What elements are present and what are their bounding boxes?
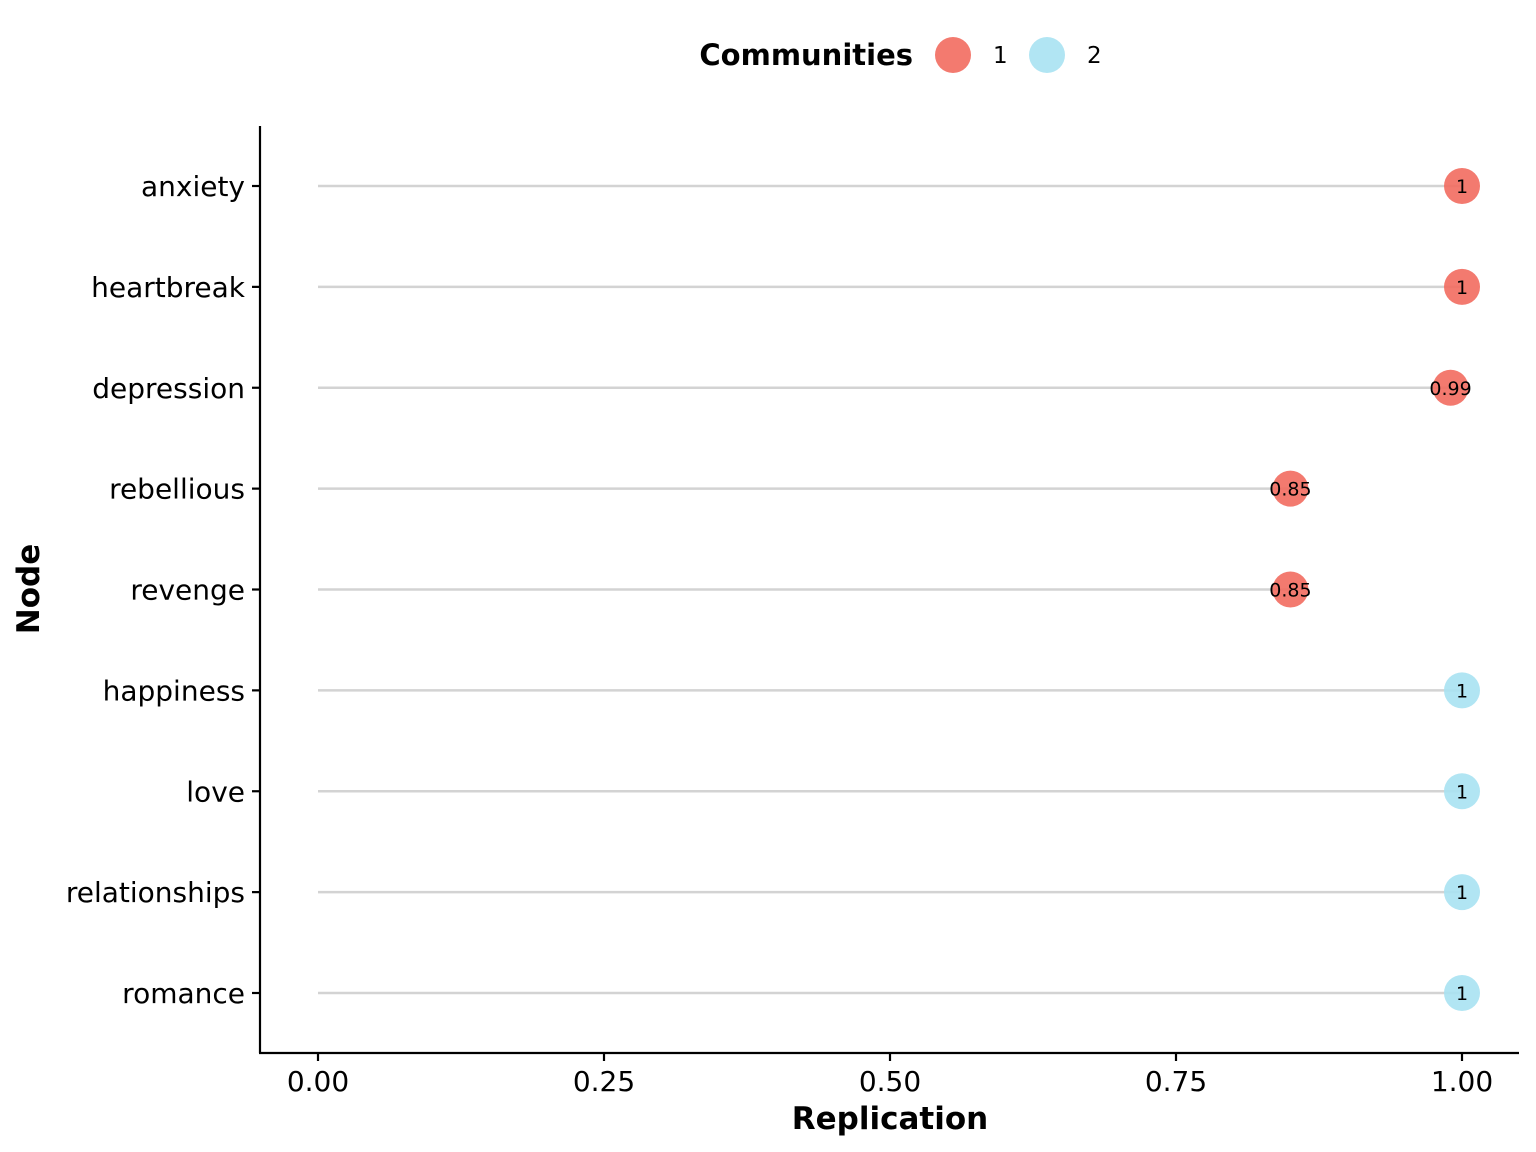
legend-label-2: 2: [1087, 43, 1102, 69]
point-depression: [1432, 369, 1469, 406]
legend-title: Communities: [699, 38, 913, 72]
y-axis: anxiety heartbreak depression rebellious rev…: [66, 126, 262, 1053]
data-label-love: 1: [1456, 781, 1468, 803]
point-rebellious: [1272, 470, 1309, 507]
x-tick-label-0: 0.00: [287, 1065, 349, 1098]
y-tick-label-relationships: relationships: [66, 876, 245, 909]
y-tick-label-revenge: revenge: [130, 574, 245, 607]
y-tick-label-anxiety: anxiety: [141, 170, 245, 203]
y-tick-label-happiness: happiness: [103, 674, 245, 707]
point-romance: [1444, 975, 1480, 1011]
y-tick-label-love: love: [186, 775, 245, 808]
data-label-depression: 0.99: [1429, 378, 1471, 400]
y-ticks: anxiety heartbreak depression rebellious rev…: [66, 170, 260, 1010]
data-labels: 1 1 0.99 0.85 0.85 1 1 1 1: [1269, 176, 1471, 1005]
data-label-revenge: 0.85: [1269, 580, 1311, 602]
data-label-heartbreak: 1: [1456, 277, 1468, 299]
y-tick-label-romance: romance: [122, 977, 245, 1010]
point-heartbreak: [1444, 268, 1480, 305]
data-label-romance: 1: [1456, 983, 1468, 1005]
y-tick-label-depression: depression: [92, 372, 245, 405]
x-axis: 0.00 0.25 0.50 0.75 1.00: [259, 1051, 1519, 1098]
point-relationships: [1444, 874, 1480, 911]
legend-key-2: [1029, 37, 1065, 73]
x-tick-label-2: 0.50: [859, 1065, 921, 1098]
point-happiness: [1444, 672, 1480, 709]
point-revenge: [1272, 571, 1309, 608]
points: [1272, 168, 1480, 1011]
data-label-anxiety: 1: [1456, 176, 1468, 198]
y-tick-label-heartbreak: heartbreak: [91, 271, 246, 304]
data-label-happiness: 1: [1456, 680, 1468, 702]
x-tick-label-3: 0.75: [1145, 1065, 1207, 1098]
data-label-rebellious: 0.85: [1269, 479, 1311, 501]
point-love: [1444, 773, 1480, 810]
y-axis-title: Node: [11, 544, 47, 634]
legend-key-1: [935, 37, 971, 73]
y-tick-label-rebellious: rebellious: [109, 473, 245, 506]
plot-area: 1 1 0.99 0.85 0.85 1 1 1 1: [318, 168, 1480, 1011]
data-label-relationships: 1: [1456, 882, 1468, 904]
stems: [318, 184, 1462, 995]
legend-label-1: 1: [993, 43, 1008, 69]
point-anxiety: [1444, 168, 1480, 204]
x-tick-label-4: 1.00: [1431, 1065, 1493, 1098]
x-tick-label-1: 0.25: [573, 1065, 635, 1098]
x-ticks: 0.00 0.25 0.50 0.75 1.00: [287, 1053, 1493, 1098]
x-axis-title: Replication: [792, 1101, 988, 1137]
